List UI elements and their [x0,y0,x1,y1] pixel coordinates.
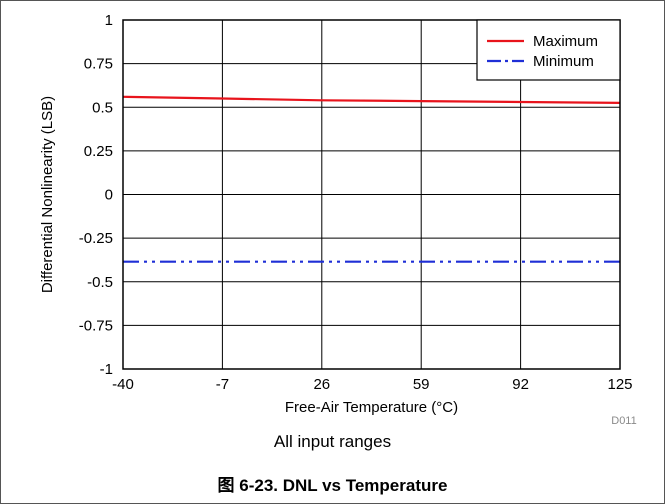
figure-code-label: D011 [611,415,636,427]
legend-label-maximum: Maximum [533,33,598,50]
figure-caption: 图 6-23. DNL vs Temperature [217,476,448,495]
x-tick-label: 59 [413,376,430,393]
x-tick-label: 125 [607,376,632,393]
series-layer [122,95,621,263]
legend: Maximum Minimum [476,19,621,81]
x-tick-label: -7 [216,376,229,393]
legend-box [476,19,621,81]
legend-label-minimum: Minimum [533,53,594,70]
y-tick-label: 0.75 [84,56,113,73]
y-tick-label: 0.5 [92,99,113,116]
y-tick-label: -0.75 [79,317,113,334]
y-tick-label: 0.25 [84,143,113,160]
x-tick-label: 92 [512,376,529,393]
y-tick-label: -1 [100,361,113,378]
x-tick-label: 26 [313,376,330,393]
y-tick-label: -0.25 [79,230,113,247]
chart-note: All input ranges [273,432,392,451]
series-line-maximum [122,95,621,104]
tick-labels: -40 -7 26 59 92 125 -1 -0.75 -0.5 -0.25 0 0.25 0.5 0.… [79,12,633,393]
x-axis-label: Free-Air Temperature (°C) [285,399,458,416]
y-axis-label: Differential Nonlinearity (LSB) [39,96,56,293]
plot-border [122,19,621,370]
x-tick-label: -40 [112,376,134,393]
y-tick-label: 0 [105,187,113,204]
y-tick-label: -0.5 [87,274,113,291]
dnl-chart: -40 -7 26 59 92 125 -1 -0.75 -0.5 -0.25 0 0.25 0.5 0.… [39,12,637,427]
y-tick-label: 1 [105,12,113,29]
